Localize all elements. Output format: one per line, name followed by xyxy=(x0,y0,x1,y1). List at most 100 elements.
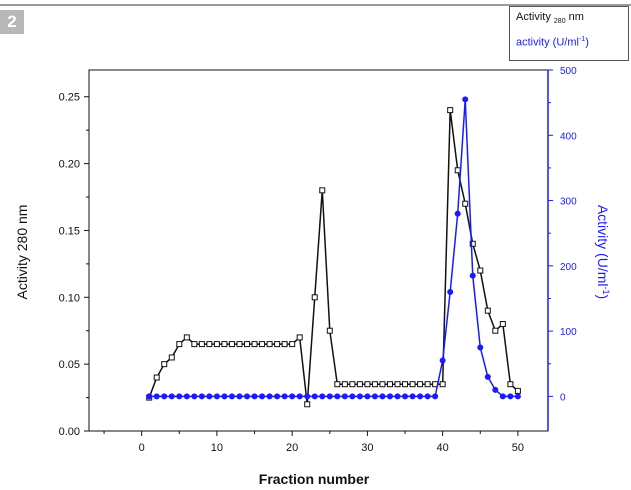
absorbance-data-point xyxy=(379,381,386,388)
activity-data-point xyxy=(439,357,446,364)
activity-data-point xyxy=(424,393,431,400)
activity-data-point xyxy=(221,393,228,400)
activity-data-point xyxy=(349,393,356,400)
activity-data-point xyxy=(379,393,386,400)
absorbance-data-point xyxy=(213,341,220,348)
activity-data-point xyxy=(311,393,318,400)
left-tick-label: 0.25 xyxy=(59,92,80,104)
activity-data-point xyxy=(432,393,439,400)
absorbance-data-point xyxy=(191,341,198,348)
activity-data-point xyxy=(334,393,341,400)
x-axis-ticks: 0 10 20 30 40 50 xyxy=(103,431,524,454)
activity-data-point xyxy=(183,393,190,400)
activity-data-point xyxy=(484,373,491,380)
activity-series-line xyxy=(149,99,518,398)
x-tick-label: 10 xyxy=(211,442,223,454)
activity-data-point xyxy=(146,393,153,400)
activity-data-point xyxy=(492,386,499,393)
panel-label: 2 xyxy=(0,10,24,34)
absorbance-data-point xyxy=(447,107,454,114)
x-tick-label: 0 xyxy=(139,442,145,454)
activity-data-point xyxy=(462,96,469,103)
activity-data-point xyxy=(319,393,326,400)
absorbance-data-point xyxy=(349,381,356,388)
legend-activity-sup: -1 xyxy=(578,36,586,43)
absorbance-data-point xyxy=(296,334,303,341)
absorbance-data-point xyxy=(417,381,424,388)
right-tick-label: 400 xyxy=(560,131,577,142)
activity-data-point xyxy=(191,393,198,400)
activity-data-point xyxy=(274,393,281,400)
activity-data-point xyxy=(281,393,288,400)
legend-entry-absorbance: Activity 280 nm xyxy=(516,11,584,25)
absorbance-data-point xyxy=(274,341,281,348)
left-tick-label: 0.00 xyxy=(59,426,80,438)
absorbance-data-point xyxy=(176,341,183,348)
legend-entry-activity: activity (U/ml-1) xyxy=(516,36,589,49)
absorbance-data-point xyxy=(394,381,401,388)
activity-data-point xyxy=(386,393,393,400)
activity-data-point xyxy=(341,393,348,400)
activity-data-point xyxy=(356,393,363,400)
absorbance-data-point xyxy=(228,341,235,348)
activity-data-point xyxy=(259,393,266,400)
absorbance-data-point xyxy=(319,187,326,194)
activity-data-point xyxy=(168,393,175,400)
absorbance-data-point xyxy=(499,321,506,328)
legend-absorbance-suffix: nm xyxy=(565,11,584,23)
absorbance-data-point xyxy=(236,341,243,348)
activity-data-point xyxy=(161,393,168,400)
right-tick-label: 100 xyxy=(560,327,577,338)
absorbance-data-point xyxy=(311,294,318,301)
absorbance-data-point xyxy=(221,341,228,348)
right-tick-label: 0 xyxy=(560,392,566,403)
absorbance-data-point xyxy=(259,341,266,348)
absorbance-data-point xyxy=(251,341,258,348)
activity-data-point xyxy=(244,393,251,400)
activity-data-point xyxy=(364,393,371,400)
activity-data-point xyxy=(266,393,273,400)
activity-data-point xyxy=(326,393,333,400)
right-tick-label: 300 xyxy=(560,197,577,208)
absorbance-data-point xyxy=(477,267,484,274)
activity-data-point xyxy=(514,393,521,400)
right-axis-ticks: 0 100 200 300 400 500 xyxy=(547,66,577,431)
activity-data-point xyxy=(198,393,205,400)
absorbance-data-point xyxy=(402,381,409,388)
absorbance-series-line xyxy=(148,110,519,405)
right-axis-label-main: Activity (U/ml xyxy=(595,205,611,287)
absorbance-data-point xyxy=(266,341,273,348)
absorbance-data-point xyxy=(198,341,205,348)
activity-data-point xyxy=(499,393,506,400)
absorbance-data-point xyxy=(492,327,499,334)
right-axis-label-sup: -1 xyxy=(601,286,611,294)
left-axis-label: Activity 280 nm xyxy=(14,205,30,300)
series-layer xyxy=(146,96,521,408)
absorbance-data-point xyxy=(507,381,514,388)
absorbance-data-point xyxy=(409,381,416,388)
x-tick-label: 30 xyxy=(361,442,373,454)
absorbance-data-point xyxy=(326,327,333,334)
activity-data-point xyxy=(289,393,296,400)
absorbance-data-point xyxy=(168,354,175,361)
top-border-line xyxy=(0,4,631,6)
absorbance-data-point xyxy=(341,381,348,388)
activity-data-point xyxy=(236,393,243,400)
activity-data-point xyxy=(454,210,461,217)
absorbance-data-point xyxy=(439,381,446,388)
activity-data-point xyxy=(469,272,476,279)
absorbance-data-point xyxy=(514,387,521,394)
activity-data-point xyxy=(304,393,311,400)
absorbance-data-point xyxy=(424,381,431,388)
activity-data-point xyxy=(251,393,258,400)
activity-data-point xyxy=(402,393,409,400)
absorbance-data-point xyxy=(334,381,341,388)
activity-data-point xyxy=(507,393,514,400)
legend-activity-suffix: ) xyxy=(585,36,589,49)
left-tick-label: 0.15 xyxy=(59,225,80,237)
left-tick-label: 0.20 xyxy=(59,159,80,171)
activity-data-point xyxy=(213,393,220,400)
absorbance-data-point xyxy=(484,307,491,314)
right-axis-label-end: ) xyxy=(595,295,611,300)
